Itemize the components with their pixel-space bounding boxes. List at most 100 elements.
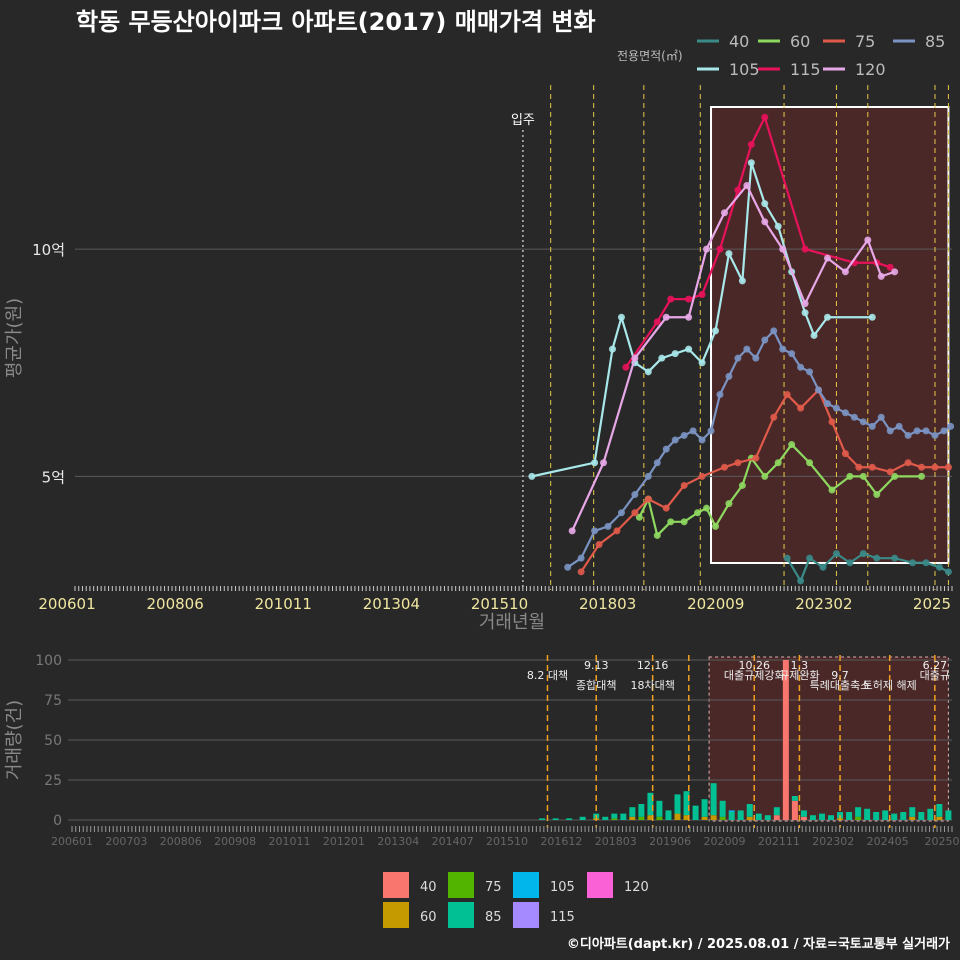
x-tick-label: 200601 <box>51 835 93 848</box>
legend-swatch-75 <box>448 872 474 898</box>
y-tick-label: 5억 <box>42 468 65 486</box>
data-point-40 <box>832 550 840 558</box>
data-point-40 <box>873 554 881 562</box>
data-point-105 <box>685 345 693 353</box>
y-tick-label: 0 <box>53 813 62 829</box>
data-point-40 <box>944 568 952 576</box>
data-point-85 <box>850 413 858 421</box>
data-point-75 <box>577 568 585 576</box>
x-tick-label: 202302 <box>795 595 852 613</box>
data-point-75 <box>855 463 863 471</box>
x-tick-label: 200703 <box>105 835 147 848</box>
data-point-115 <box>653 318 661 326</box>
data-point-85 <box>698 436 706 444</box>
legend-swatch-120 <box>587 872 613 898</box>
data-point-40 <box>935 563 943 571</box>
data-point-120 <box>720 209 728 217</box>
volume-bar-85 <box>900 812 907 820</box>
volume-bar-85 <box>909 807 916 817</box>
data-point-115 <box>685 295 693 303</box>
legend-label-85: 85 <box>485 910 502 925</box>
policy-label: 규제완화 <box>779 669 819 682</box>
volume-bar-85 <box>927 808 934 820</box>
data-point-40 <box>846 559 854 567</box>
volume-bar-85 <box>683 791 690 816</box>
volume-bar-85 <box>692 805 699 820</box>
x-tick-label: 201201 <box>323 835 365 848</box>
data-point-85 <box>947 422 955 430</box>
data-point-105 <box>801 309 809 317</box>
data-point-60 <box>703 504 711 512</box>
x-tick-label: 200806 <box>146 595 203 613</box>
volume-bar-40 <box>782 660 789 820</box>
policy-label: 12.16 <box>637 659 669 672</box>
data-point-75 <box>886 468 894 476</box>
y-tick-label: 10억 <box>32 241 65 259</box>
volume-bar-40 <box>791 800 798 820</box>
data-point-120 <box>685 313 693 321</box>
x-tick-label: 202009 <box>687 595 744 613</box>
volume-bar-85 <box>620 813 627 820</box>
data-point-115 <box>886 263 894 271</box>
y-tick-label: 50 <box>44 733 62 749</box>
policy-label: 8.2 대책 <box>527 669 568 682</box>
data-point-115 <box>734 186 742 194</box>
data-point-75 <box>631 509 639 517</box>
data-point-85 <box>653 459 661 467</box>
data-point-60 <box>694 509 702 517</box>
y-axis-title: 거래량(건) <box>4 700 25 780</box>
volume-bar-75 <box>638 816 645 820</box>
data-point-40 <box>819 563 827 571</box>
data-point-85 <box>591 527 599 535</box>
legend-swatch-40 <box>383 872 409 898</box>
volume-bar-85 <box>665 810 672 820</box>
x-tick-label: 2025 <box>913 595 951 613</box>
data-point-85 <box>877 413 885 421</box>
legend-label-120: 120 <box>624 880 649 895</box>
policy-label: 1.3 <box>791 659 809 672</box>
data-point-115 <box>667 295 675 303</box>
y-tick-label: 25 <box>44 773 62 789</box>
data-point-75 <box>841 450 849 458</box>
data-point-85 <box>577 554 585 562</box>
volume-bar-85 <box>674 794 681 814</box>
data-point-85 <box>604 522 612 530</box>
data-point-75 <box>770 413 778 421</box>
data-point-75 <box>783 391 791 399</box>
data-point-85 <box>564 563 572 571</box>
volume-bar-85 <box>755 813 762 820</box>
volume-bar-60 <box>629 816 636 820</box>
volume-bar-75 <box>611 818 618 820</box>
policy-label: 대출규제강화 <box>724 669 785 682</box>
data-point-60 <box>873 491 881 499</box>
data-point-75 <box>644 495 652 503</box>
data-point-115 <box>698 291 706 299</box>
volume-bar-85 <box>701 799 708 817</box>
volume-bar-85 <box>737 810 744 820</box>
legend-label-40: 40 <box>420 880 437 895</box>
data-point-85 <box>644 472 652 480</box>
highlight-box <box>710 106 950 564</box>
volume-bar-60 <box>647 815 654 820</box>
x-tick-label: 202302 <box>812 835 854 848</box>
volume-bar-75 <box>719 816 726 820</box>
x-axis-title: 거래년월 <box>479 612 545 633</box>
data-point-85 <box>743 345 751 353</box>
data-point-60 <box>859 472 867 480</box>
volume-bar-60 <box>683 815 690 820</box>
volume-bar-85 <box>602 816 609 820</box>
volume-bar-85 <box>773 807 780 816</box>
legend-swatch-105 <box>513 872 539 898</box>
volume-bar-85 <box>800 810 807 817</box>
data-point-85 <box>788 350 796 358</box>
data-point-105 <box>712 327 720 335</box>
data-point-120 <box>877 272 885 280</box>
policy-label: 9.7 <box>831 669 849 682</box>
volume-bar-60 <box>710 815 717 820</box>
volume-bar-85 <box>764 815 771 820</box>
volume-bar-85 <box>728 812 735 820</box>
volume-bar-85 <box>710 783 717 816</box>
data-point-75 <box>868 463 876 471</box>
volume-bar-85 <box>656 800 663 817</box>
